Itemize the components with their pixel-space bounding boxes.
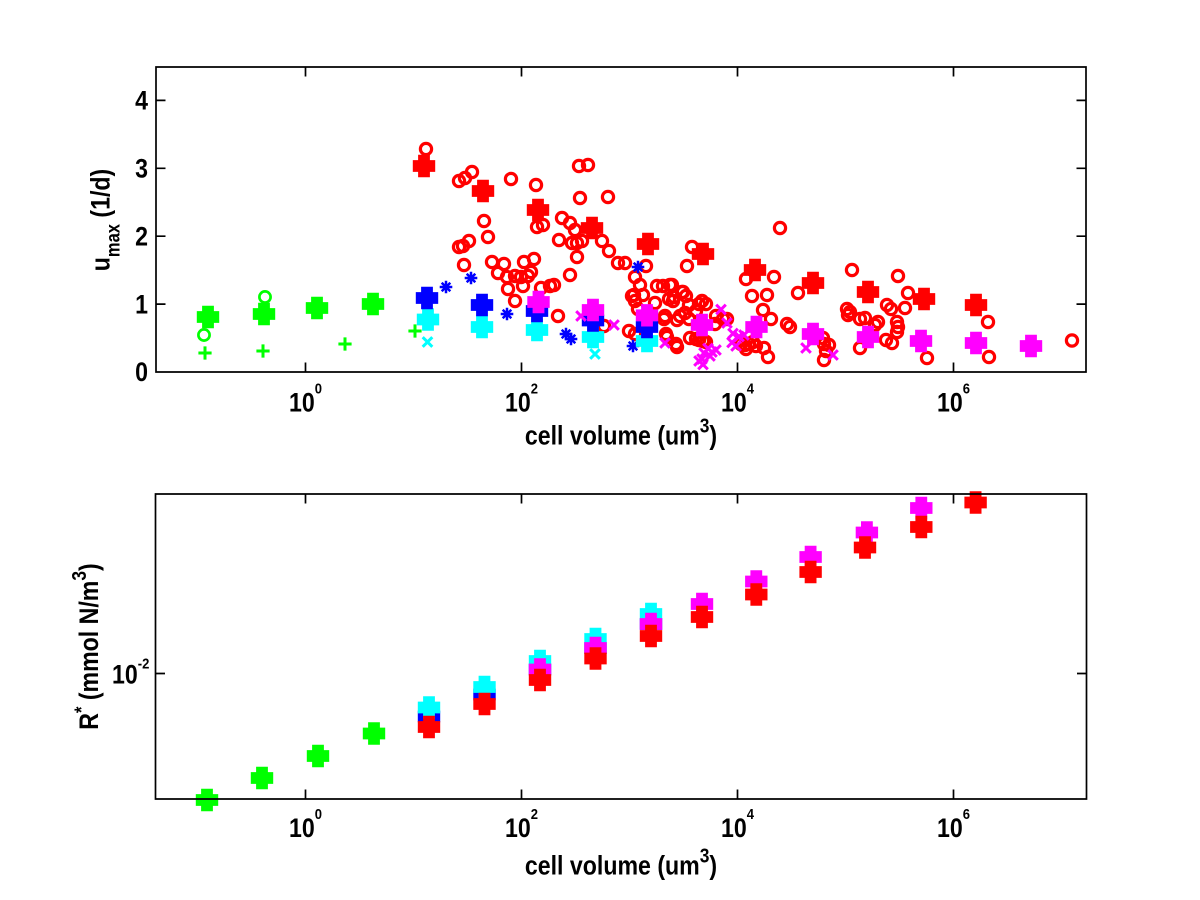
- svg-text:2: 2: [135, 222, 148, 252]
- svg-text:1: 1: [135, 290, 148, 320]
- svg-text:3: 3: [135, 154, 148, 184]
- svg-text:0: 0: [135, 358, 148, 388]
- svg-text:cell volume (um3): cell volume (um3): [525, 414, 717, 451]
- svg-text:R* (mmol N/m3): R* (mmol N/m3): [68, 563, 105, 730]
- svg-text:4: 4: [135, 86, 148, 116]
- svg-text:cell volume (um3): cell volume (um3): [525, 844, 717, 881]
